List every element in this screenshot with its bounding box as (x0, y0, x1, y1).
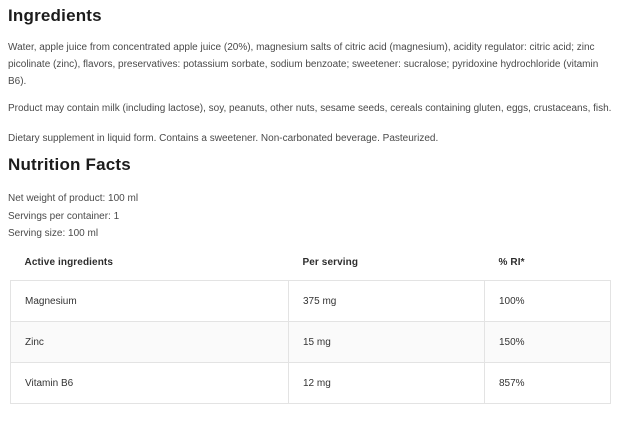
servings-per-container-text: Servings per container: 1 (8, 210, 120, 222)
nutrition-facts-heading: Nutrition Facts (8, 155, 131, 174)
nutrition-facts-section: Nutrition Facts Net weight of product: 1… (8, 154, 614, 404)
table-row: Vitamin B6 12 mg 857% (10, 362, 611, 404)
ingredient-name-cell: Zinc (10, 321, 289, 363)
ri-percent-cell: 857% (484, 362, 611, 404)
table-row: Magnesium 375 mg 100% (10, 280, 611, 322)
ingredients-composition-text: Water, apple juice from concentrated app… (8, 42, 599, 87)
ingredients-section: Ingredients Water, apple juice from conc… (8, 5, 614, 147)
serving-size-text: Serving size: 100 ml (8, 228, 99, 239)
net-weight-text: Net weight of product: 100 ml (8, 193, 139, 204)
ingredient-name-cell: Vitamin B6 (10, 362, 289, 404)
table-header-row: Active ingredients Per serving % RI* (10, 244, 611, 281)
column-header-active-ingredients: Active ingredients (10, 244, 289, 281)
active-ingredients-table: Active ingredients Per serving % RI* Mag… (10, 244, 611, 404)
per-serving-cell: 375 mg (288, 280, 485, 322)
ingredients-heading: Ingredients (8, 6, 102, 25)
ingredient-name-cell: Magnesium (10, 280, 289, 322)
per-serving-cell: 15 mg (288, 321, 485, 363)
supplement-form-note: Dietary supplement in liquid form. Conta… (8, 133, 439, 144)
per-serving-cell: 12 mg (288, 362, 485, 404)
column-header-percent-ri: % RI* (484, 244, 611, 281)
allergen-info-text: Product may contain milk (including lact… (8, 103, 612, 114)
ri-percent-cell: 100% (484, 280, 611, 322)
column-header-per-serving: Per serving (288, 244, 485, 281)
ri-percent-cell: 150% (484, 321, 611, 363)
table-row: Zinc 15 mg 150% (10, 321, 611, 363)
serving-info-block: Net weight of product: 100 ml Servings p… (8, 190, 614, 243)
